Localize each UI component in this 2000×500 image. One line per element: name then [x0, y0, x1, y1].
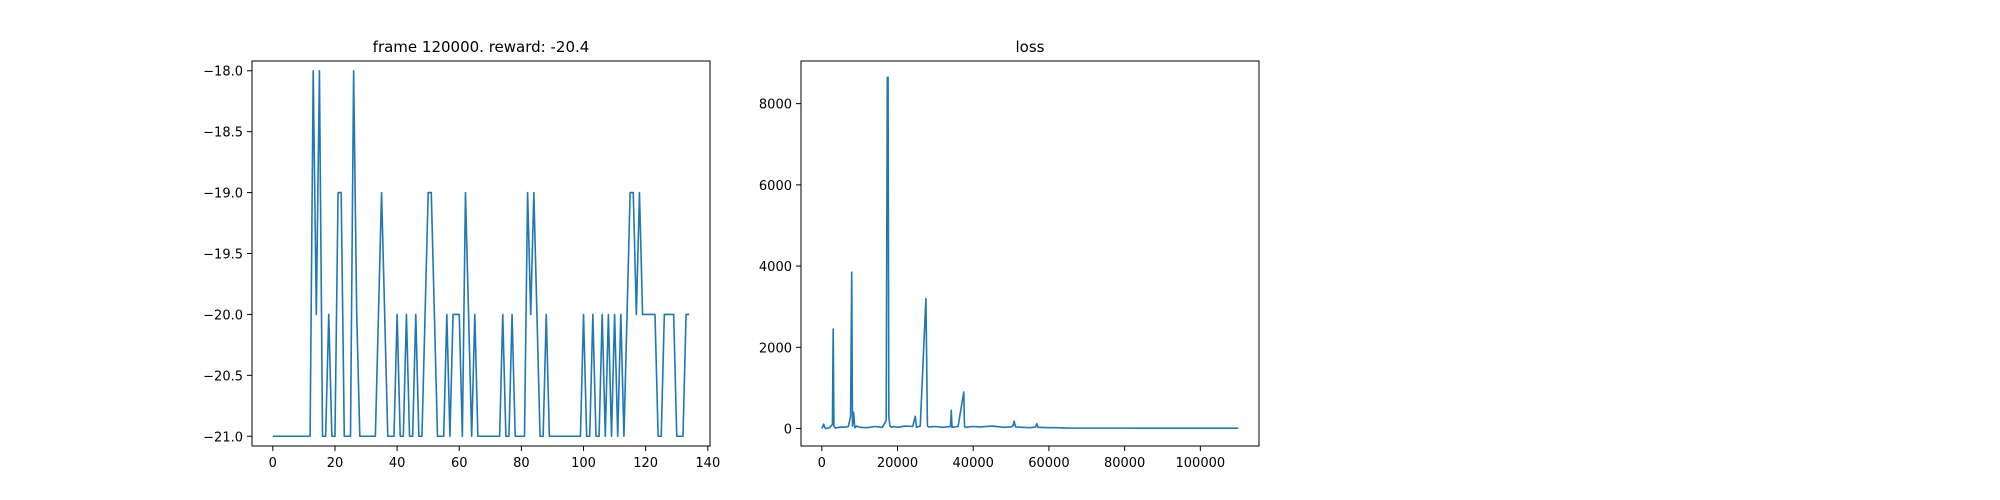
reward-chart-y-tick-label: −19.5 [203, 248, 243, 263]
reward-chart-series-line [272, 69, 690, 438]
reward-chart-title: frame 120000. reward: -20.4 [373, 38, 590, 56]
reward-chart-x-tick-label: 0 [269, 456, 277, 471]
loss-chart-x-tick-label: 40000 [953, 456, 994, 471]
loss-chart-x-tick-label: 20000 [877, 456, 918, 471]
loss-chart-y-tick-label: 4000 [759, 260, 792, 275]
reward-chart-y-tick-label: −20.0 [203, 308, 243, 323]
reward-chart-y-tick-label: −19.0 [203, 187, 243, 202]
loss-chart-series [821, 76, 1239, 430]
reward-chart-y-tick-label: −21.0 [203, 430, 243, 445]
loss-chart-y-tick-label: 8000 [759, 98, 792, 113]
reward-chart-x-tick-label: 20 [327, 456, 344, 471]
loss-chart-y-tick-label: 2000 [759, 341, 792, 356]
reward-chart-y-tick-label: −18.5 [203, 126, 243, 141]
reward-chart: frame 120000. reward: -20.4 0 20 40 60 80 100… [203, 38, 720, 471]
loss-chart-x-tick-label: 80000 [1104, 456, 1145, 471]
reward-chart-x-tick-label: 120 [633, 456, 658, 471]
reward-chart-y-tick-label: −20.5 [203, 369, 243, 384]
reward-chart-axes: 0 20 40 60 80 100 120 140 −21.0 −20.5 −20.0 −19.5 −1… [203, 65, 720, 471]
loss-chart-y-tick-label: 0 [784, 423, 792, 438]
loss-chart-y-tick-label: 6000 [759, 179, 792, 194]
loss-chart-x-tick-label: 0 [818, 456, 826, 471]
reward-chart-x-tick-label: 40 [389, 456, 406, 471]
reward-chart-y-tick-label: −18.0 [203, 65, 243, 80]
reward-chart-x-tick-label: 140 [695, 456, 720, 471]
reward-chart-x-tick-label: 60 [451, 456, 468, 471]
loss-chart-x-tick-label: 60000 [1028, 456, 1069, 471]
loss-chart: loss 0 20000 40000 60000 80000 100000 0 2000 400… [759, 38, 1260, 471]
loss-chart-axes: 0 20000 40000 60000 80000 100000 0 2000 4000 6000… [759, 98, 1225, 471]
reward-chart-frame [251, 60, 711, 447]
reward-chart-x-tick-label: 80 [513, 456, 530, 471]
reward-chart-x-tick-label: 100 [571, 456, 596, 471]
loss-chart-frame [800, 60, 1260, 447]
loss-chart-series-line [821, 76, 1239, 430]
reward-chart-series [272, 69, 690, 438]
loss-chart-title: loss [1016, 38, 1045, 56]
loss-chart-x-tick-label: 100000 [1176, 456, 1226, 471]
